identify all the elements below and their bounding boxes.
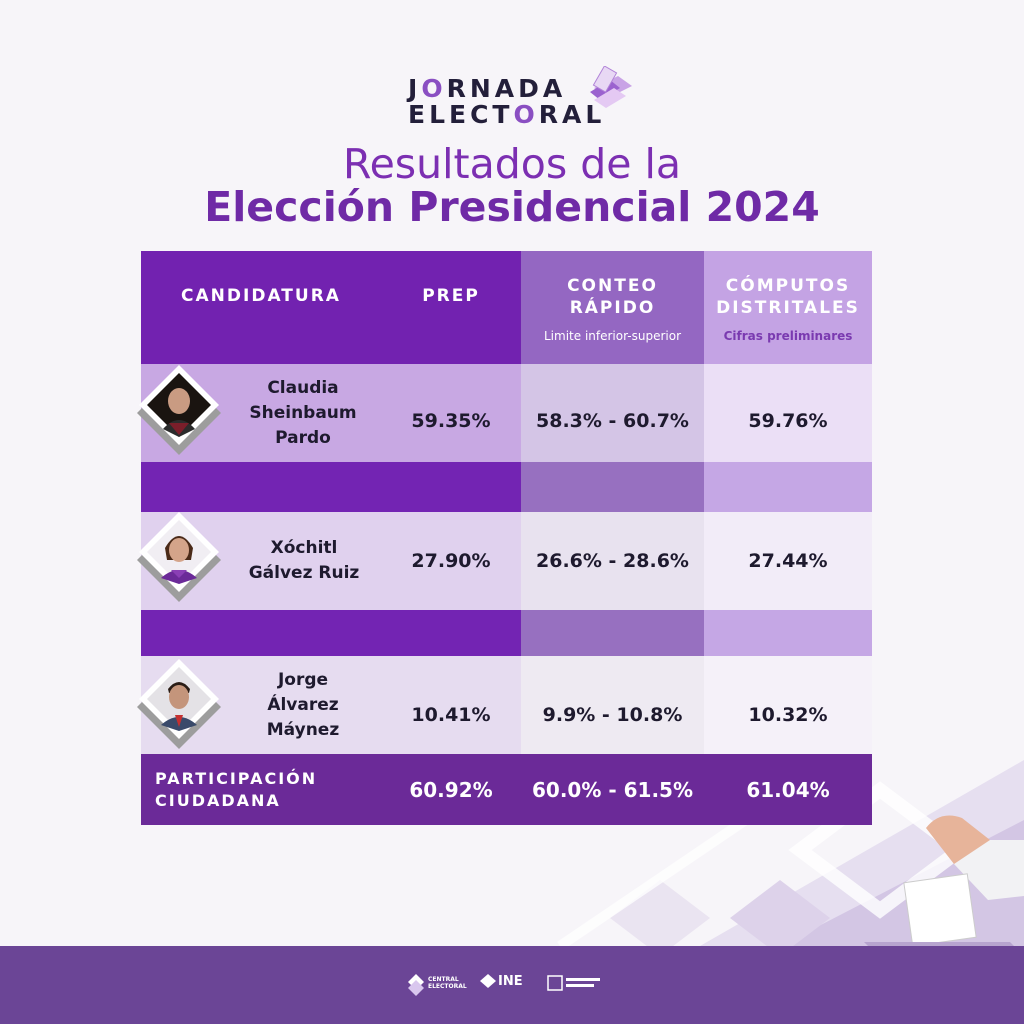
- row1-prep: 59.35%: [411, 409, 491, 432]
- row3-prep: 10.41%: [411, 704, 491, 726]
- spacer1-left: [141, 462, 521, 512]
- central-electoral-text: CENTRAL ELECTORAL: [428, 976, 467, 990]
- header-candidatura: CANDIDATURA: [181, 286, 341, 306]
- spacer1-conteo: [521, 462, 704, 512]
- header-prep: PREP: [422, 286, 480, 306]
- footer-prep: 60.92%: [409, 777, 493, 802]
- row3-bg-conteo: [521, 656, 704, 754]
- candidate-name-1: Claudia Sheinbaum Pardo: [249, 377, 357, 448]
- header-conteo-sub: Limite inferior-superior: [544, 329, 681, 343]
- ine-logo-icon: [480, 974, 496, 988]
- spacer2-conteo: [521, 610, 704, 656]
- ine-logo-text: INE: [498, 974, 523, 989]
- header-bg-left: [141, 251, 521, 364]
- candidate-avatar-2: [137, 512, 221, 602]
- footer-logos: CENTRAL ELECTORAL INE: [400, 966, 610, 1000]
- row2-prep: 27.90%: [411, 550, 491, 572]
- candidate-name-2: Xóchitl Gálvez Ruiz: [248, 538, 360, 583]
- header-conteo: CONTEO RÁPIDO Limite inferior-superior: [521, 269, 704, 349]
- logo-line-1: JORNADA: [408, 74, 567, 103]
- row2-conteo: 26.6% - 28.6%: [536, 550, 689, 572]
- page-subtitle: Resultados de la: [342, 140, 682, 188]
- bottom-bar: [0, 946, 1024, 1024]
- header-conteo-title: CONTEO RÁPIDO: [567, 276, 658, 318]
- row2-bg-conteo: [521, 512, 704, 610]
- row3-bg-computos: [704, 656, 872, 754]
- spacer1-computos: [704, 462, 872, 512]
- candidate-name-3: Jorge Álvarez Máynez: [266, 669, 340, 740]
- header-computos-title: CÓMPUTOS DISTRITALES: [716, 276, 860, 318]
- row1-computos: 59.76%: [748, 409, 828, 432]
- footer-row-bg: [141, 754, 872, 825]
- ballot-box-icon: [590, 66, 632, 108]
- candidate-avatar-1: [137, 365, 221, 455]
- footer-conteo: 60.0% - 61.5%: [532, 777, 693, 802]
- logo-line-2: ELECTORAL: [408, 100, 606, 129]
- results-table: CANDIDATURA PREP CONTEO RÁPIDO Limite in…: [141, 251, 872, 825]
- row3-conteo: 9.9% - 10.8%: [542, 704, 683, 726]
- footer-participacion: PARTICIPACIÓN CIUDADANA: [155, 768, 318, 810]
- header-bg-conteo: [521, 251, 704, 364]
- header-computos-sub: Cifras preliminares: [723, 329, 853, 343]
- central-electoral-icon: [408, 974, 424, 996]
- row3-computos: 10.32%: [748, 704, 828, 726]
- jornada-electoral-logo: JORNADA ELECTORAL: [408, 66, 638, 136]
- spacer2-left: [141, 610, 521, 656]
- header-bg-computos: [704, 251, 872, 364]
- institution-seal-icon: [547, 975, 600, 991]
- header-computos: CÓMPUTOS DISTRITALES Cifras preliminares: [704, 269, 872, 349]
- page-title: Elección Presidencial 2024: [204, 183, 820, 231]
- candidate-avatar-3: [137, 659, 221, 749]
- row1-bg-computos: [704, 364, 872, 462]
- row1-conteo: 58.3% - 60.7%: [536, 409, 689, 432]
- row2-bg-computos: [704, 512, 872, 610]
- row2-computos: 27.44%: [748, 550, 828, 572]
- row1-bg-conteo: [521, 364, 704, 462]
- spacer2-computos: [704, 610, 872, 656]
- footer-computos: 61.04%: [746, 777, 830, 802]
